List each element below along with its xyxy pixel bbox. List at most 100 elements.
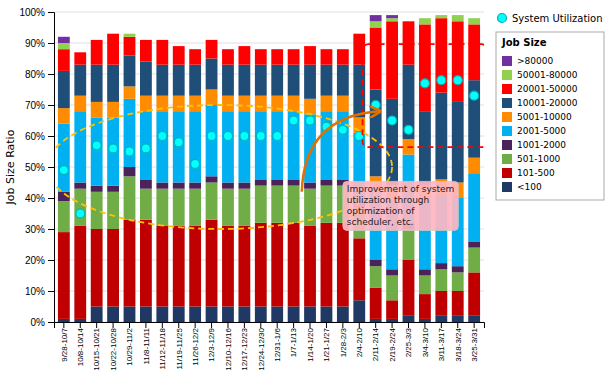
tick-mark (260, 322, 261, 328)
legend-group: Job Size>8000050001-8000020001-500001000… (496, 32, 604, 200)
bar-segment (435, 15, 447, 18)
x-axis: 9/28-10/710/8-10/1410/15-10/2110/22-10/2… (55, 322, 485, 371)
bar-segment (370, 266, 382, 288)
bar-segment (386, 319, 398, 322)
bar-segment (321, 49, 333, 50)
bar-segment (189, 226, 201, 307)
bar-series (58, 176, 480, 300)
bar-segment (452, 291, 464, 316)
grid-line (54, 12, 484, 13)
bar-segment (321, 96, 333, 112)
tick: 11/8-11/11 (142, 322, 151, 364)
tick-label: 10% (25, 286, 45, 297)
legend-label: 10001-20000 (517, 98, 578, 108)
tick-mark (408, 322, 409, 328)
tick-label: 1/7-1/13 (289, 327, 298, 357)
tick-mark (96, 322, 97, 328)
tick-mark (293, 322, 294, 328)
bar-segment (468, 173, 480, 241)
tick: 12/17-12/23 (240, 322, 249, 371)
bar-segment (124, 99, 136, 167)
bar-segment (419, 18, 431, 24)
bar-segment (468, 241, 480, 247)
bar-segment (288, 179, 300, 185)
legend-label: 20001-50000 (517, 84, 578, 94)
bar-segment (140, 40, 152, 62)
point (174, 138, 183, 147)
bar-segment (222, 189, 234, 226)
bar-segment (370, 28, 382, 90)
bar-segment (107, 34, 119, 65)
bar-segment (370, 90, 382, 177)
tick-mark (113, 322, 114, 328)
bar-segment (452, 21, 464, 102)
tick-label: 30% (25, 224, 45, 235)
axis-line (48, 13, 55, 323)
axis-line (55, 323, 485, 329)
tick-label: 11/8-11/11 (142, 327, 151, 364)
bar-segment (452, 266, 464, 272)
bar-segment (386, 276, 398, 301)
bar-segment (91, 39, 103, 40)
tick-label: 3/4-3/10 (421, 327, 430, 357)
bar-segment (91, 102, 103, 118)
legend-swatch (502, 154, 512, 164)
bar-segment (91, 192, 103, 229)
bar-segment (140, 220, 152, 307)
tick-label: 11/19-11/25 (175, 327, 184, 369)
tick-mark (48, 229, 54, 230)
tick-label: 2/4-2/10 (355, 327, 364, 357)
bar-segment (107, 33, 119, 34)
bar-series (58, 99, 480, 269)
bar-segment (304, 65, 316, 99)
bar-segment (419, 319, 431, 322)
bar-segment (271, 49, 283, 50)
bar-segment (419, 111, 431, 185)
tick-mark (359, 322, 360, 328)
bar-segment (304, 46, 316, 65)
legend-item: 20001-50000 (502, 84, 578, 94)
bar-segment (107, 65, 119, 102)
tick: 2/4-2/10 (355, 322, 364, 357)
bar-segment (386, 15, 398, 18)
bar-segment (189, 307, 201, 323)
bar-segment (435, 269, 447, 291)
tick-mark (48, 322, 54, 323)
bar-segment (206, 307, 218, 323)
bar-segment (238, 226, 250, 307)
legend-title: Job Size (501, 37, 547, 48)
tick-mark (424, 322, 425, 328)
bar-segment (222, 183, 234, 189)
bar-segment (255, 223, 267, 307)
annotation-text: Improvement of systemutilization through… (347, 184, 454, 227)
legend-label: 501-1000 (517, 154, 561, 164)
bar-segment (140, 179, 152, 188)
bar-segment (140, 111, 152, 179)
bar-segment (156, 39, 168, 40)
bar-segment (337, 223, 349, 307)
bar-segment (206, 90, 218, 106)
bar-segment (74, 52, 86, 53)
bar-segment (370, 260, 382, 266)
bar-segment (173, 111, 185, 182)
bar-segment (452, 15, 464, 16)
bar-segment (74, 111, 86, 182)
bar-segment (222, 96, 234, 112)
bar-segment (156, 189, 168, 226)
tick-label: 100% (19, 7, 45, 18)
bar-segment (304, 226, 316, 307)
bar-segment (255, 111, 267, 179)
bar-segment (386, 18, 398, 21)
bar-segment (288, 49, 300, 64)
bar-segment (189, 49, 201, 50)
bar-segment (107, 186, 119, 192)
bar-segment (337, 307, 349, 323)
tick: 70% (25, 100, 54, 111)
bar-series (58, 167, 480, 276)
bar-segment (353, 300, 365, 322)
bar-segment (156, 307, 168, 323)
bar-series (58, 55, 480, 185)
bar-segment (386, 269, 398, 275)
tick-mark (48, 198, 54, 199)
bar-segment (435, 18, 447, 92)
